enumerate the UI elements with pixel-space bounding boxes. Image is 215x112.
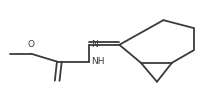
Text: O: O	[28, 40, 35, 49]
Text: N: N	[91, 40, 98, 49]
Text: NH: NH	[91, 57, 105, 66]
